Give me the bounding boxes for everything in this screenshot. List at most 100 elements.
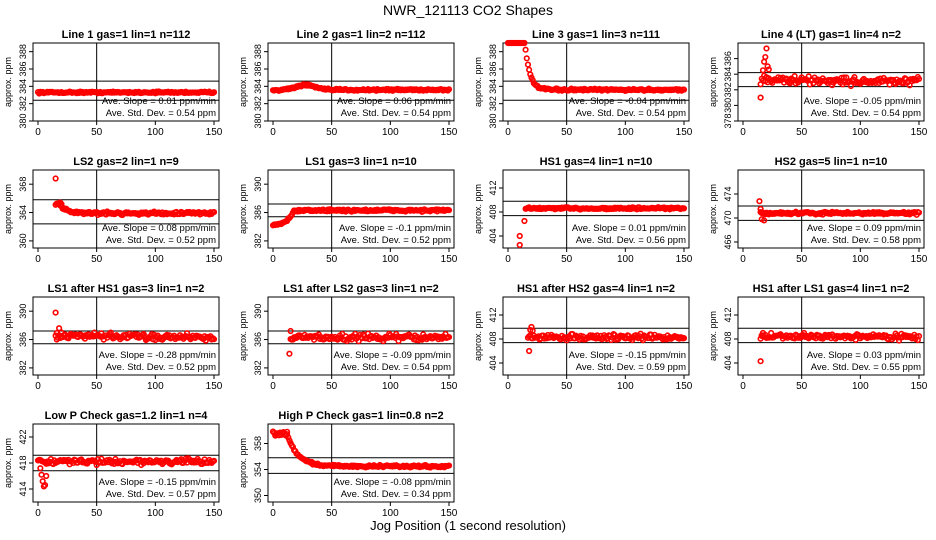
panel-3-frame — [502, 42, 690, 122]
panel-14-ytick-label-350: 350 — [253, 488, 263, 503]
panel-5-xtick-label-100: 100 — [147, 254, 164, 265]
panel-1-xtick-label-100: 100 — [147, 127, 164, 138]
panel-9-slope-annotation: Ave. Slope = -0.28 ppm/min — [99, 350, 216, 361]
panel-11-ytick-label-412: 412 — [488, 307, 498, 322]
panel-13-ytick-label-418: 418 — [18, 455, 28, 470]
panel-14-point-152 — [272, 432, 279, 439]
panel-12-point-137 — [757, 358, 764, 365]
panel-9-point-140 — [58, 329, 65, 336]
panel-3-ytick-label-388: 388 — [488, 44, 498, 59]
panel-1-ytick-label-386: 386 — [18, 61, 28, 76]
panel-9-xtick-label-50: 50 — [91, 381, 103, 392]
panel-4-xtick-label-150: 150 — [911, 127, 928, 138]
panel-10-std-annotation: Ave. Std. Dev. = 0.54 ppm — [341, 362, 451, 373]
panel-11-slope-annotation: Ave. Slope = -0.15 ppm/min — [569, 350, 686, 361]
panel-10-ytick-label-386: 386 — [253, 332, 263, 347]
panel-5-point-139 — [58, 200, 65, 208]
panel-12-point-119 — [895, 337, 903, 344]
panel-11-ytick-label-404: 404 — [488, 355, 498, 370]
panel-9-point-138 — [53, 336, 60, 343]
panel-4-point-136 — [915, 75, 923, 83]
panel-4-std-annotation: Ave. Std. Dev. = 0.54 ppm — [811, 108, 921, 119]
panel-4-ytick-label-386: 386 — [723, 51, 733, 66]
panel-13-xtick-label-0: 0 — [35, 508, 41, 519]
panel-1-xtick-label-0: 0 — [35, 127, 41, 138]
panel-4-point-143 — [765, 66, 772, 73]
panel-3-ytick-label-380: 380 — [488, 113, 498, 128]
panel-14-point-14 — [285, 434, 292, 441]
panel-4-ytick-label-382: 382 — [723, 82, 733, 97]
panel-8-xtick-label-0: 0 — [740, 254, 746, 265]
panel-11-point-135 — [526, 347, 533, 355]
panel-1-ytick-label-388: 388 — [18, 44, 28, 59]
panel-4-frame — [737, 42, 925, 122]
panel-9-point-136 — [210, 336, 218, 343]
panel-7-point-138 — [516, 241, 523, 249]
panel-4-point-138 — [759, 67, 767, 74]
panel-4-slope-annotation: Ave. Slope = -0.05 ppm/min — [804, 96, 921, 107]
panel-4-point-81 — [851, 74, 858, 81]
panel-13-xtick-label-150: 150 — [206, 508, 223, 519]
panel-1-ytick-label-384: 384 — [18, 79, 28, 94]
panel-2-ytick-label-388: 388 — [253, 44, 263, 59]
panel-13-title: Low P Check gas=1.2 lin=1 n=4 — [45, 410, 209, 422]
panel-4-point-30 — [791, 73, 798, 80]
panel-2-ytick-label-386: 386 — [253, 61, 263, 76]
panel-14-xtick-label-150: 150 — [441, 508, 458, 519]
panel-12-xtick-label-150: 150 — [911, 381, 928, 392]
panel-14-ylabel: approx. ppm — [238, 438, 248, 488]
panel-7-xtick-label-150: 150 — [676, 254, 693, 265]
panel-9-xtick-label-100: 100 — [147, 381, 164, 392]
panel-2-std-annotation: Ave. Std. Dev. = 0.54 ppm — [341, 108, 451, 119]
panel-8-xtick-label-150: 150 — [911, 254, 928, 265]
panel-3-point-17 — [523, 55, 530, 62]
panel-3-point-16 — [522, 46, 529, 53]
panel-13-slope-annotation: Ave. Slope = -0.15 ppm/min — [99, 477, 216, 488]
panel-5-xtick-label-50: 50 — [91, 254, 103, 265]
panel-2-ylabel: approx. ppm — [238, 57, 248, 107]
panel-5-xtick-label-0: 0 — [35, 254, 41, 265]
panel-3-slope-annotation: Ave. Slope = -0.04 ppm/min — [569, 96, 686, 107]
panel-2-ytick-label-380: 380 — [253, 113, 263, 128]
panel-7-ytick-label-412: 412 — [488, 180, 498, 195]
panel-3-point-22 — [529, 76, 536, 84]
panel-8-xtick-label-100: 100 — [852, 254, 869, 265]
panel-9-xtick-label-150: 150 — [206, 381, 223, 392]
panel-1-slope-annotation: Ave. Slope = 0.01 ppm/min — [102, 96, 216, 107]
panel-7-ylabel: approx. ppm — [473, 184, 483, 234]
panel-7-title: HS1 gas=4 lin=1 n=10 — [540, 156, 653, 168]
panel-3-xtick-label-150: 150 — [676, 127, 693, 138]
panel-2-xtick-label-150: 150 — [441, 127, 458, 138]
x-axis-title: Jog Position (1 second resolution) — [370, 518, 566, 533]
panel-13-xtick-label-100: 100 — [147, 508, 164, 519]
panel-1-point-151 — [210, 89, 218, 96]
panel-6-slope-annotation: Ave. Slope = -0.1 ppm/min — [339, 223, 451, 234]
panel-5-xtick-label-150: 150 — [206, 254, 223, 265]
panel-7-slope-annotation: Ave. Slope = 0.01 ppm/min — [572, 223, 686, 234]
panel-4-point-141 — [763, 45, 770, 52]
panel-2-ytick-label-382: 382 — [253, 96, 263, 111]
panel-1-xtick-label-150: 150 — [206, 127, 223, 138]
panel-14-ytick-label-358: 358 — [253, 436, 263, 451]
panel-5-ytick-label-360: 360 — [18, 233, 28, 248]
panel-2-slope-annotation: Ave. Slope = 0.06 ppm/min — [337, 96, 451, 107]
panel-11-xtick-label-50: 50 — [561, 381, 573, 392]
panel-3-title: Line 3 gas=1 lin=3 n=111 — [532, 29, 660, 41]
panel-8-ytick-label-474: 474 — [723, 186, 733, 201]
panel-9-ytick-label-390: 390 — [18, 304, 28, 319]
panel-3-point-19 — [526, 66, 533, 73]
panel-3-xtick-label-50: 50 — [561, 127, 573, 138]
panel-1-ytick-label-382: 382 — [18, 96, 28, 111]
panel-8-title: HS2 gas=5 lin=1 n=10 — [775, 156, 888, 168]
panel-10-slope-annotation: Ave. Slope = -0.09 ppm/min — [334, 350, 451, 361]
panel-14-point-13 — [283, 431, 291, 438]
panel-6-ylabel: approx. ppm — [238, 184, 248, 234]
panel-7-point-136 — [680, 205, 688, 212]
panel-4-ytick-label-380: 380 — [723, 98, 733, 113]
panel-8-point-140 — [761, 217, 768, 224]
panel-8-ytick-label-470: 470 — [723, 210, 733, 225]
panel-14-ytick-label-354: 354 — [253, 462, 263, 477]
panel-4-point-140 — [762, 53, 769, 61]
panel-6-ytick-label-390: 390 — [253, 177, 263, 192]
